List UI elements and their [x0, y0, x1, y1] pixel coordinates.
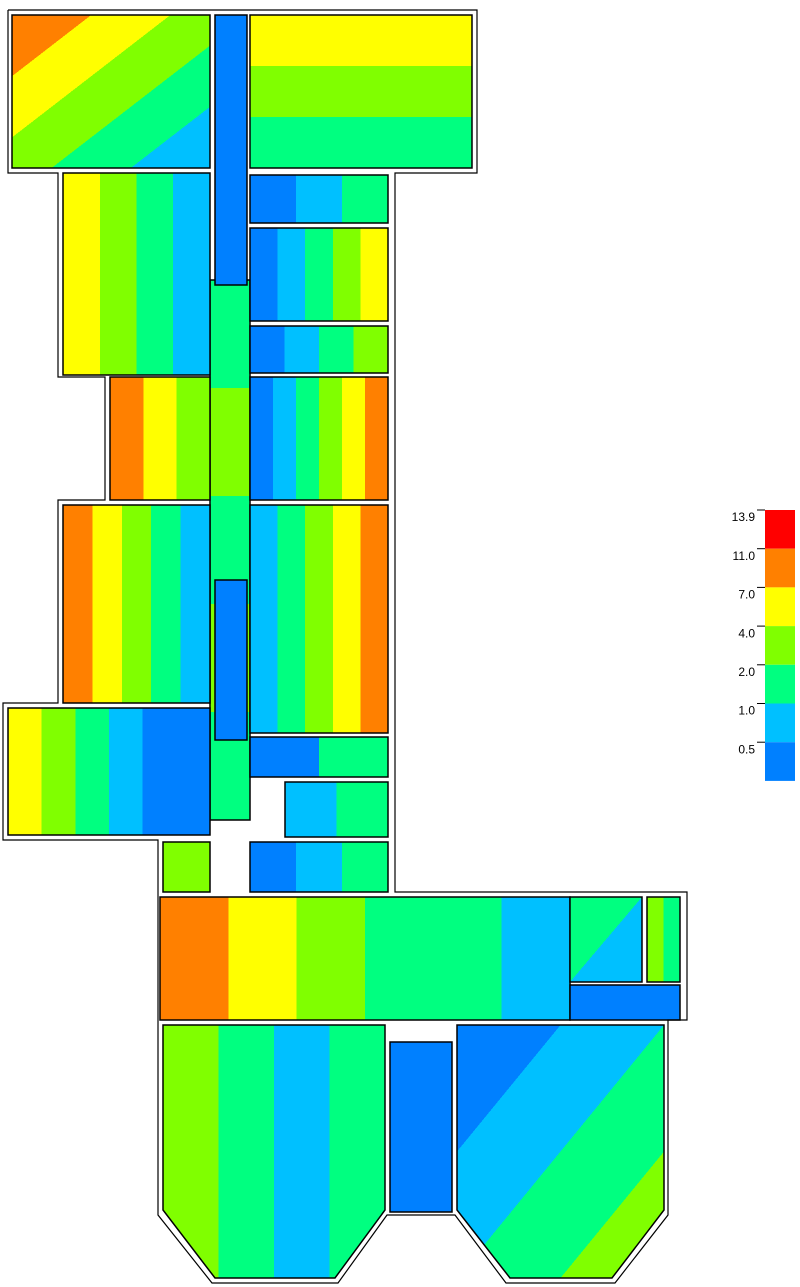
legend-swatch	[765, 742, 795, 781]
legend-label: 0.5	[738, 742, 755, 756]
room	[7, 707, 211, 836]
legend-swatch	[765, 664, 795, 704]
legend-swatch	[765, 548, 795, 588]
legend-swatch	[765, 587, 795, 627]
room	[62, 504, 211, 704]
room	[249, 14, 473, 169]
legend-label: 2.0	[738, 665, 755, 679]
room	[162, 1024, 386, 1279]
room	[109, 376, 211, 501]
legend: 13.9 11.0 7.0 4.0 2.0 1.0 0.5	[732, 509, 795, 781]
room	[569, 984, 681, 1021]
room	[249, 227, 389, 322]
room	[249, 376, 389, 501]
legend-label: 13.9	[732, 510, 756, 524]
legend-swatch	[765, 510, 795, 549]
room	[62, 172, 211, 376]
legend-label: 11.0	[733, 549, 756, 563]
room	[646, 896, 681, 983]
room	[249, 841, 389, 893]
room	[214, 14, 248, 286]
room	[284, 781, 389, 838]
legend-swatch	[765, 703, 795, 743]
room	[11, 14, 211, 169]
room	[249, 174, 389, 224]
outer-wall	[2, 9, 688, 1284]
room	[569, 896, 643, 983]
room	[214, 579, 248, 741]
rooms	[2, 9, 688, 1284]
legend-swatch	[765, 626, 795, 665]
room	[249, 504, 389, 734]
legend-label: 7.0	[738, 588, 755, 602]
room	[162, 841, 211, 893]
room	[249, 736, 389, 778]
legend-label: 1.0	[738, 704, 755, 718]
room	[456, 1024, 665, 1279]
legend-label: 4.0	[738, 626, 755, 640]
room	[159, 896, 571, 1021]
room	[249, 325, 389, 374]
room	[389, 1041, 453, 1213]
